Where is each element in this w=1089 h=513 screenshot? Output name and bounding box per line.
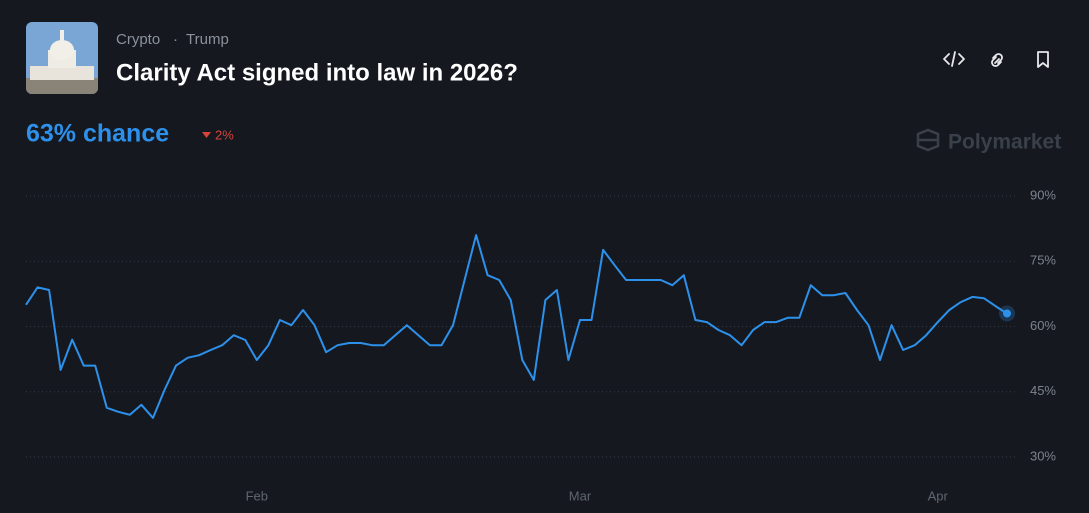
brand: Polymarket bbox=[948, 131, 1061, 154]
chance: 63% chance bbox=[26, 120, 169, 148]
brand-logo bbox=[916, 128, 940, 152]
down-arrow bbox=[202, 132, 211, 138]
tag: Trump bbox=[186, 31, 229, 48]
y-tick-label: 90% bbox=[1030, 187, 1056, 202]
x-tick-label: Apr bbox=[928, 488, 949, 503]
market-image bbox=[26, 22, 98, 94]
y-tick-label: 75% bbox=[1030, 253, 1056, 268]
tag-separator: · bbox=[173, 31, 178, 48]
market-title: Clarity Act signed into law in 2026? bbox=[116, 59, 518, 86]
embed-icon[interactable] bbox=[943, 51, 965, 67]
tag: Crypto bbox=[116, 31, 160, 48]
bookmark-icon[interactable] bbox=[1037, 51, 1049, 68]
y-tick-label: 45% bbox=[1030, 383, 1056, 398]
y-tick-label: 60% bbox=[1030, 318, 1056, 333]
x-tick-label: Feb bbox=[246, 488, 268, 503]
change: 2% bbox=[215, 127, 234, 142]
link-icon[interactable] bbox=[991, 53, 1003, 67]
x-tick-label: Mar bbox=[569, 488, 592, 503]
line bbox=[25, 234, 1008, 419]
end-point bbox=[1003, 309, 1011, 318]
y-tick-label: 30% bbox=[1030, 448, 1056, 463]
